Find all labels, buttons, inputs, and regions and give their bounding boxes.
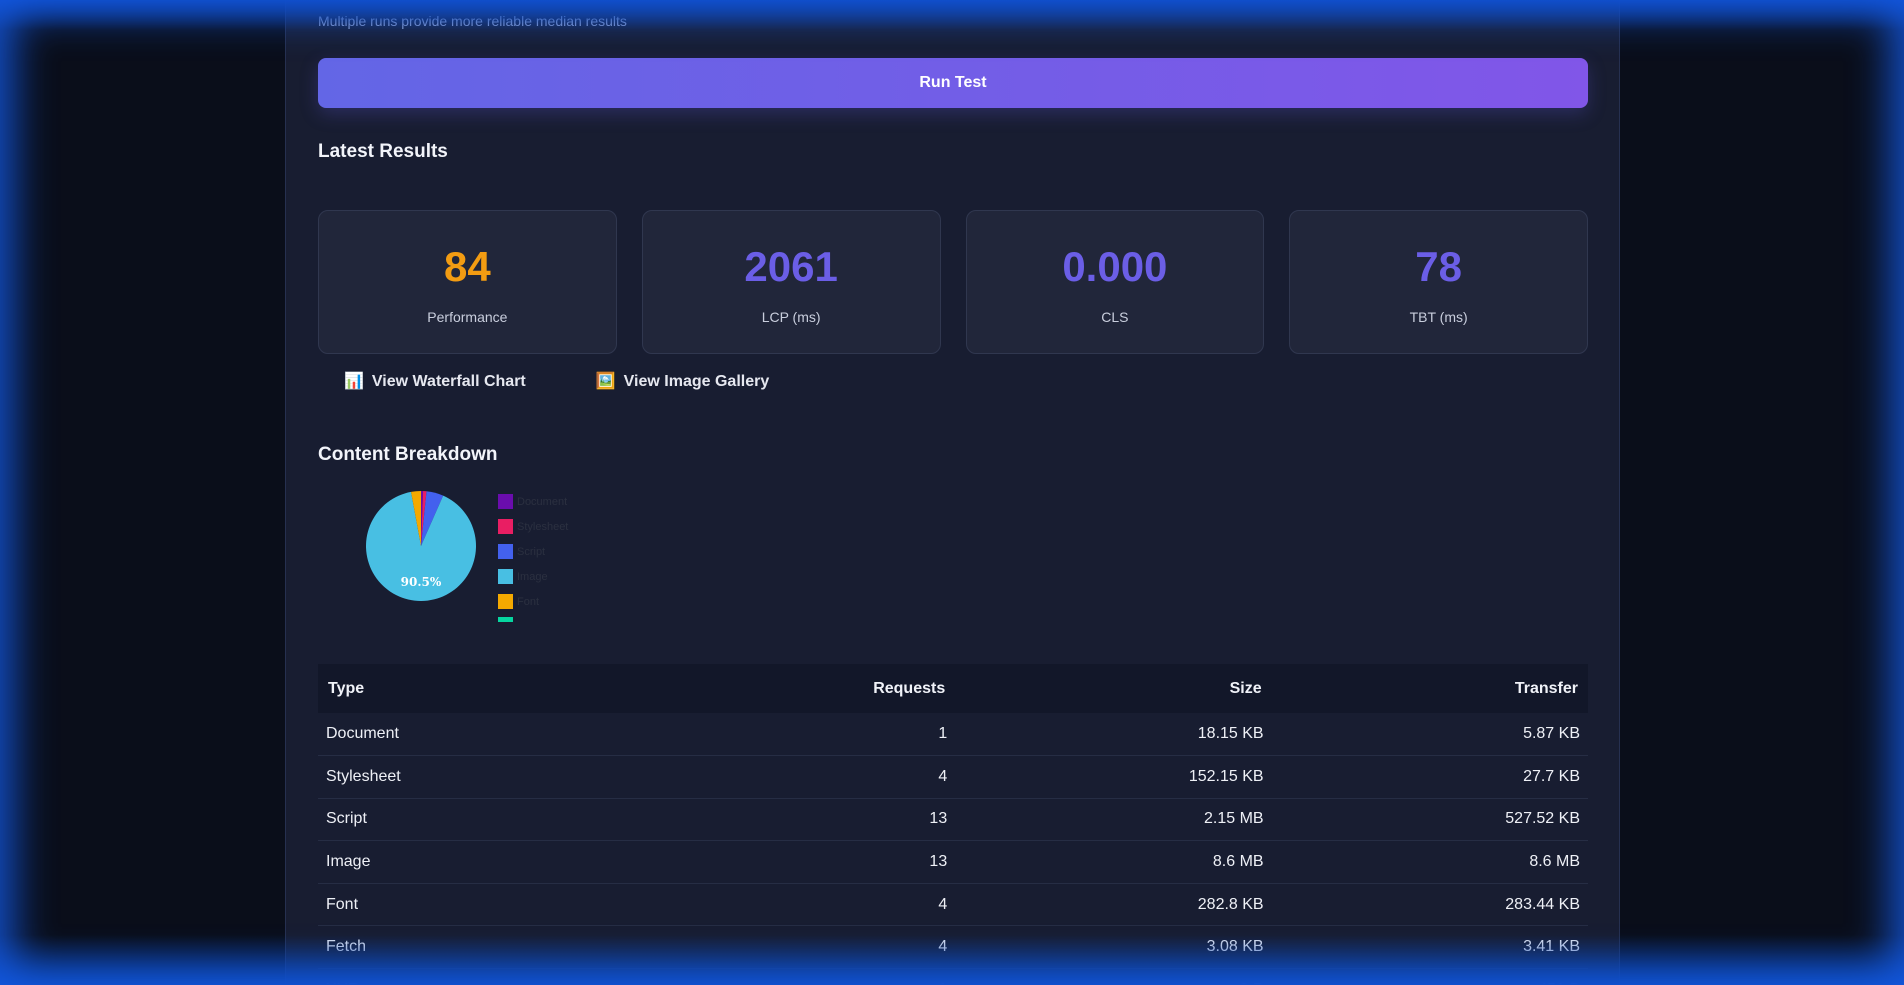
- metric-label: TBT (ms): [1409, 309, 1468, 325]
- legend-item[interactable]: Stylesheet: [498, 514, 568, 539]
- table-row: Stylesheet 4 152.15 KB 27.7 KB: [318, 755, 1588, 799]
- legend-item[interactable]: Document: [498, 489, 568, 514]
- cell-size: 18.15 KB: [955, 713, 1272, 757]
- view-waterfall-link[interactable]: 📊 View Waterfall Chart: [344, 371, 526, 391]
- column-header-size[interactable]: Size: [955, 664, 1272, 713]
- cell-requests: 4: [634, 925, 956, 970]
- metric-label: LCP (ms): [761, 309, 821, 325]
- cell-transfer: 3.41 KB: [1271, 925, 1588, 970]
- legend-label: Image: [517, 570, 548, 583]
- pie-slice-document[interactable]: [421, 491, 424, 546]
- metric-label: Performance: [427, 309, 508, 325]
- cell-requests: 1: [634, 968, 956, 985]
- cell-size: 0 B: [955, 968, 1272, 985]
- metric-card-performance: 84 Performance: [318, 210, 617, 354]
- legend-swatch: [498, 617, 513, 622]
- legend-label: Script: [517, 545, 546, 558]
- bar-chart-icon: 📊: [344, 373, 364, 390]
- metric-value: 0.000: [1062, 243, 1168, 290]
- metric-value: 78: [1415, 243, 1462, 290]
- pie-slice-script[interactable]: [421, 491, 444, 546]
- table-row: Font 4 282.8 KB 283.44 KB: [318, 883, 1588, 927]
- content-pie-chart: 90.5%: [366, 491, 476, 601]
- table-row: XHR10 B451 B: [318, 968, 1588, 985]
- pie-slice-font[interactable]: [411, 491, 421, 546]
- legend-item[interactable]: Font: [498, 589, 568, 614]
- metric-cards: 84 Performance 2061 LCP (ms) 0.000 CLS 78 TBT (…: [318, 210, 1588, 354]
- legend-item[interactable]: Image: [498, 564, 568, 589]
- pie-slice-label: 90.5%: [401, 575, 442, 589]
- legend-item[interactable]: [498, 614, 568, 639]
- result-links: 📊 View Waterfall Chart 🖼️ View Image Galle…: [344, 371, 769, 391]
- latest-results-heading: Latest Results: [318, 141, 448, 162]
- cell-size: 152.15 KB: [955, 755, 1272, 799]
- table-row: Image 13 8.6 MB 8.6 MB: [318, 840, 1588, 884]
- column-header-type[interactable]: Type: [318, 664, 635, 713]
- content-breakdown-heading: Content Breakdown: [318, 444, 498, 465]
- main-panel: Multiple runs provide more reliable medi…: [285, 0, 1620, 985]
- metric-card-cls: 0.000 CLS: [965, 210, 1265, 354]
- metric-value: 84: [444, 243, 491, 290]
- runs-hint: Multiple runs provide more reliable medi…: [318, 13, 627, 29]
- cell-size: 3.08 KB: [955, 925, 1272, 970]
- cell-size: 282.8 KB: [955, 883, 1272, 927]
- legend-swatch: [498, 519, 513, 534]
- cell-transfer: 8.6 MB: [1271, 840, 1588, 884]
- cell-type: Font: [318, 883, 635, 927]
- cell-type: Document: [318, 713, 635, 757]
- cell-type: Script: [318, 798, 635, 842]
- cell-type: Stylesheet: [318, 755, 635, 799]
- legend-swatch: [498, 569, 513, 584]
- view-gallery-link[interactable]: 🖼️ View Image Gallery: [596, 371, 769, 391]
- legend-item[interactable]: Script: [498, 539, 568, 564]
- legend-label: Stylesheet: [517, 520, 569, 533]
- table-row: Script 13 2.15 MB 527.52 KB: [318, 798, 1588, 842]
- cell-transfer: 527.52 KB: [1271, 798, 1588, 842]
- cell-type: Fetch: [318, 925, 635, 970]
- cell-transfer: 5.87 KB: [1271, 713, 1588, 757]
- cell-size: 2.15 MB: [955, 798, 1272, 842]
- table-row: Document 1 18.15 KB 5.87 KB: [318, 713, 1588, 757]
- cell-requests: 13: [634, 798, 956, 842]
- cell-type: XHR: [318, 968, 635, 985]
- column-header-transfer[interactable]: Transfer: [1271, 664, 1588, 713]
- metric-card-lcp: 2061 LCP (ms): [641, 210, 941, 354]
- cell-requests: 13: [634, 840, 956, 884]
- legend-label: Font: [517, 595, 540, 608]
- cell-transfer: 283.44 KB: [1271, 883, 1588, 927]
- column-header-requests[interactable]: Requests: [634, 664, 956, 713]
- picture-icon: 🖼️: [595, 373, 616, 390]
- run-test-button[interactable]: Run Test: [318, 58, 1588, 108]
- metric-label: CLS: [1101, 309, 1129, 325]
- cell-type: Image: [318, 840, 635, 884]
- metric-card-tbt: 78 TBT (ms): [1289, 210, 1588, 354]
- waterfall-label: View Waterfall Chart: [371, 373, 526, 390]
- table-row: Fetch 4 3.08 KB 3.41 KB: [318, 925, 1588, 970]
- legend-swatch: [498, 494, 513, 509]
- cell-requests: 4: [634, 755, 956, 799]
- cell-transfer: 27.7 KB: [1271, 755, 1588, 799]
- gallery-label: View Image Gallery: [623, 373, 770, 390]
- cell-transfer: 451 B: [1271, 968, 1588, 985]
- pie-legend: Document Stylesheet Script Image Font: [498, 489, 568, 639]
- legend-swatch: [498, 594, 513, 609]
- cell-requests: 1: [634, 713, 956, 757]
- metric-value: 2061: [744, 243, 838, 290]
- legend-swatch: [498, 544, 513, 559]
- pie-slice-stylesheet[interactable]: [421, 491, 427, 546]
- table-header: Type Requests Size Transfer: [318, 664, 1588, 713]
- pie-slice-image[interactable]: [366, 491, 476, 601]
- content-table: Type Requests Size Transfer Document 1 18.15 …: [318, 664, 1588, 985]
- cell-size: 8.6 MB: [955, 840, 1272, 884]
- cell-requests: 4: [634, 883, 956, 927]
- legend-label: Document: [517, 495, 568, 508]
